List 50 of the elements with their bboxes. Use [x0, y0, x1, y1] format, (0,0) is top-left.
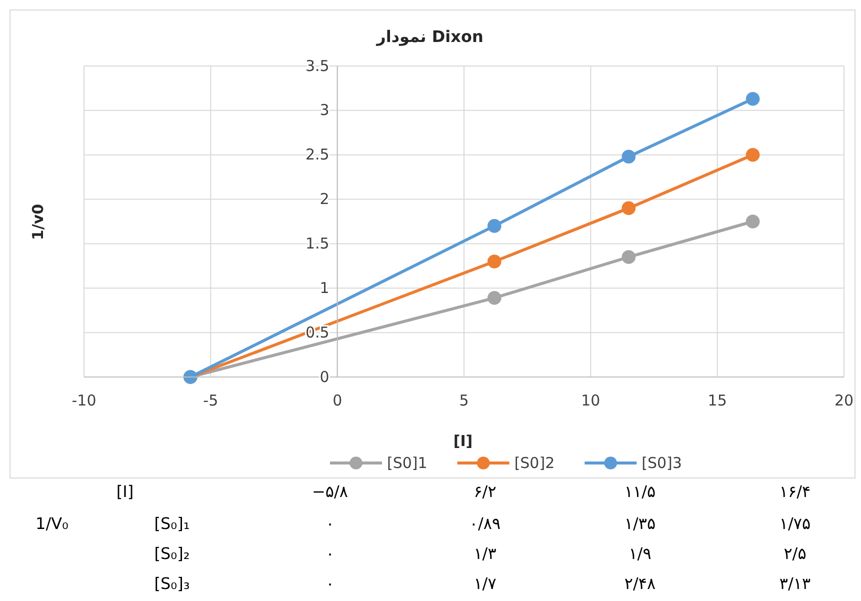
x-axis-title: [I]: [453, 432, 473, 450]
point: [746, 214, 760, 228]
text: ۱۱/۵: [624, 482, 656, 501]
point: [622, 201, 636, 216]
point: [746, 92, 760, 106]
point: [746, 148, 760, 162]
x-tick-label: 10: [581, 392, 600, 410]
point: [487, 291, 502, 305]
y-tick-label: 2: [320, 190, 330, 208]
x-tick-label: -5: [203, 392, 218, 410]
x-tick-label: 0: [332, 392, 342, 410]
text: ۲/۴۸: [624, 574, 656, 593]
text: ۰: [326, 514, 334, 533]
text: ۰: [326, 544, 334, 563]
y-axis-title: 1/v0: [29, 204, 47, 240]
text: ۱/۳: [474, 544, 497, 563]
text: ۱/۷۵: [779, 514, 811, 533]
chart-title: نمودار Dixon: [376, 27, 484, 46]
point: [622, 150, 636, 164]
point: [487, 219, 502, 233]
point: [622, 250, 636, 264]
text: [S₀]₃: [154, 574, 190, 593]
legend-label: [S0]2: [514, 454, 555, 472]
text: ۶/۲: [474, 482, 496, 501]
point: [487, 254, 502, 268]
text: ۱/۷: [474, 574, 497, 593]
text: [I]: [116, 482, 134, 501]
x-tick-label: 5: [459, 392, 469, 410]
x-tick-label: 20: [834, 392, 854, 410]
text: [S₀]₁: [154, 514, 190, 533]
y-tick-label: 0: [320, 368, 330, 386]
text: ۰: [326, 574, 334, 593]
text: ۳/۱۳: [779, 574, 811, 593]
y-tick-label: 2.5: [305, 146, 330, 164]
x-tick-label: 15: [708, 392, 727, 410]
y-tick-label: 3.5: [305, 56, 330, 75]
text: ۰/۸۹: [469, 514, 501, 533]
text: ۱۶/۴: [779, 482, 811, 501]
text: ۱/۹: [628, 544, 652, 563]
legend-label: [S0]3: [642, 454, 682, 472]
text: ۱/۳۵: [624, 514, 656, 533]
text: 1/V₀: [36, 514, 68, 533]
text: ۲/۵: [784, 544, 806, 563]
x-tick-label: -10: [72, 392, 96, 410]
text: [S₀]₂: [154, 544, 190, 563]
text: −۵/۸: [312, 482, 348, 501]
y-tick-label: 1: [320, 278, 330, 297]
y-tick-label: 3: [320, 101, 330, 120]
y-tick-label: 1.5: [305, 234, 330, 253]
legend-label: [S0]1: [387, 454, 428, 472]
